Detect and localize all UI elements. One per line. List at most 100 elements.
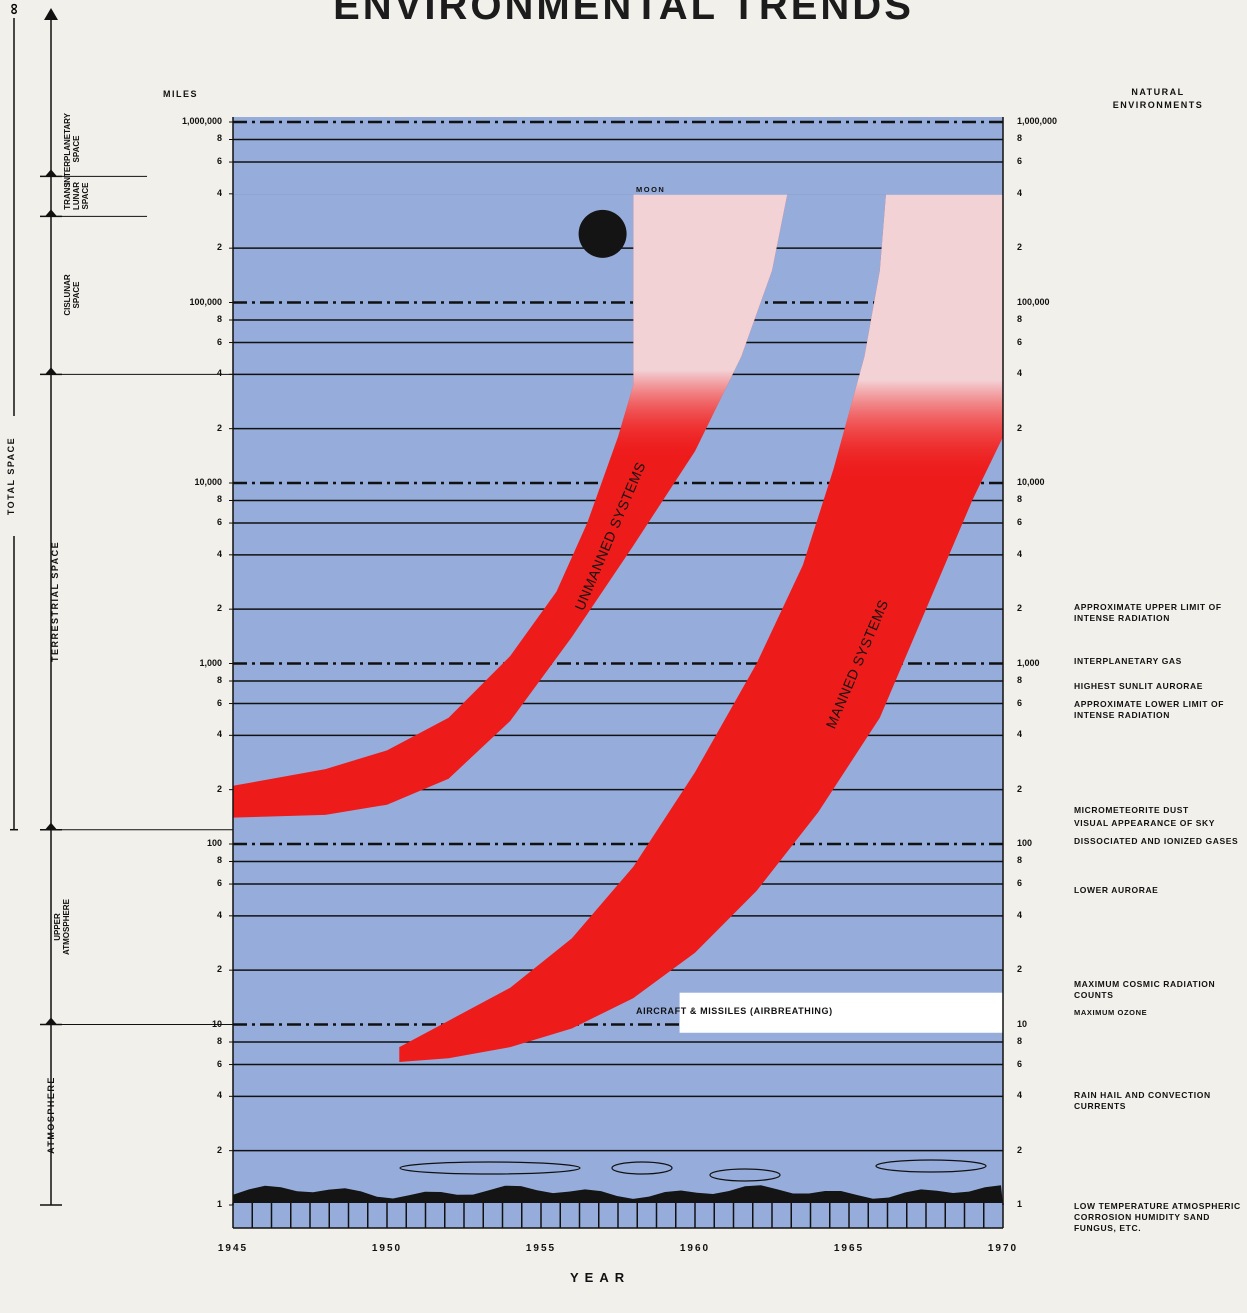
infinity-icon: ∞	[5, 3, 23, 15]
y-tick-label-right: 8	[1017, 494, 1023, 505]
natural-environment-label: HIGHEST SUNLIT AURORAE	[1074, 681, 1204, 691]
region-arrow-icon	[45, 822, 57, 830]
region-arrow-icon	[44, 8, 58, 20]
y-tick-label-left: 8	[216, 133, 222, 144]
moon-label: MOON	[636, 184, 666, 194]
y-tick-label-left: 6	[216, 156, 222, 167]
y-tick-label-left: 6	[216, 517, 222, 528]
natural-environment-label: APPROXIMATE UPPER LIMIT OF INTENSE RADIA…	[1074, 602, 1222, 623]
y-tick-label-right: 4	[1017, 909, 1023, 920]
natural-environment-label: DISSOCIATED AND IONIZED GASES	[1074, 836, 1239, 846]
y-tick-label-left: 6	[216, 1058, 222, 1069]
y-tick-label-right: 10	[1017, 1018, 1028, 1029]
y-axis-label: MILES	[163, 89, 199, 99]
top-cover	[233, 117, 1003, 195]
y-tick-label-right: 2	[1017, 603, 1023, 614]
y-tick-label-right: 2	[1017, 422, 1023, 433]
region-total-space: TOTAL SPACE	[6, 415, 37, 536]
natural-environment-label: APPROXIMATE LOWER LIMIT OF INTENSE RADIA…	[1074, 699, 1225, 720]
y-tick-label-right: 8	[1017, 1035, 1023, 1046]
y-tick-label-left: 4	[216, 1090, 222, 1101]
y-tick-label-right: 100	[1017, 838, 1033, 848]
x-tick-label: 1945	[217, 1243, 249, 1254]
y-tick-label-right: 6	[1017, 1058, 1023, 1069]
x-tick-label: 1950	[371, 1243, 403, 1254]
y-tick-label-right: 2	[1017, 964, 1023, 975]
region-arrow-icon	[45, 367, 57, 375]
natural-environment-label: LOW TEMPERATURE ATMOSPHERIC CORROSION HU…	[1074, 1201, 1241, 1233]
y-tick-label-right: 8	[1017, 674, 1023, 685]
chart-title: ENVIRONMENTAL TRENDS	[333, 0, 914, 28]
y-tick-label-right: 2	[1017, 783, 1023, 794]
y-tick-label-right: 8	[1017, 855, 1023, 866]
natural-environment-label: VISUAL APPEARANCE OF SKY	[1074, 818, 1215, 828]
y-tick-label-right: 6	[1017, 878, 1023, 889]
band-fade	[233, 193, 788, 818]
y-tick-label-right: 6	[1017, 697, 1023, 708]
y-tick-label-left: 1,000	[199, 657, 222, 668]
cloud-icon	[611, 1161, 673, 1175]
y-tick-label-left: 100,000	[189, 296, 222, 307]
y-tick-label-right: 6	[1017, 336, 1023, 347]
natural-environment-label: LOWER AURORAE	[1074, 885, 1159, 895]
x-tick-label: 1955	[525, 1243, 557, 1254]
y-tick-label-left: 8	[216, 494, 222, 505]
y-tick-label-right: 2	[1017, 242, 1023, 253]
y-tick-label-left: 2	[216, 422, 222, 433]
y-tick-label-right: 100,000	[1017, 296, 1050, 307]
cloud-icon	[875, 1159, 987, 1173]
y-tick-label-left: 6	[216, 336, 222, 347]
airbreathing-label: AIRCRAFT & MISSILES (AIRBREATHING)	[636, 1005, 833, 1016]
y-tick-label-right: 4	[1017, 729, 1023, 740]
natural-environment-label: MAXIMUM COSMIC RADIATION COUNTS	[1074, 979, 1216, 1000]
x-tick-label: 1965	[833, 1243, 865, 1254]
region-arrow-icon	[45, 1017, 57, 1025]
y-tick-label-left: 4	[216, 548, 222, 559]
natural-environment-label: MICROMETEORITE DUST	[1074, 805, 1189, 815]
y-tick-label-left: 2	[216, 1144, 222, 1155]
y-tick-label-left: 2	[216, 603, 222, 614]
y-tick-label-left: 8	[216, 313, 222, 324]
y-tick-label-left: 6	[216, 878, 222, 889]
region-upper-atmosphere: UPPER ATMOSPHERE	[53, 899, 71, 956]
x-tick-label: 1960	[679, 1243, 711, 1254]
cloud-icon	[709, 1168, 781, 1182]
y-tick-label-left: 10,000	[194, 477, 222, 487]
y-tick-label-left: 8	[216, 855, 222, 866]
y-tick-label-left: 2	[216, 964, 222, 975]
cloud-icon	[399, 1161, 581, 1175]
y-tick-label-right: 1	[1017, 1199, 1023, 1209]
natural-environment-label: MAXIMUM OZONE	[1074, 1008, 1148, 1017]
x-tick-label: 1970	[987, 1243, 1019, 1254]
region-arrow-icon	[45, 169, 57, 177]
y-tick-label-right: 4	[1017, 548, 1023, 559]
region-arrow-icon	[45, 209, 57, 217]
y-tick-label-right: 2	[1017, 1144, 1023, 1155]
region-cislunar: CISLUNAR SPACE	[63, 274, 81, 317]
band-fade	[399, 193, 1003, 1063]
x-axis-label: YEAR	[570, 1270, 631, 1285]
natural-environment-label: INTERPLANETARY GAS	[1074, 656, 1182, 666]
moon-marker	[578, 209, 627, 258]
y-tick-label-right: 4	[1017, 187, 1023, 198]
region-terrestrial: TERRESTRIAL SPACE	[50, 540, 60, 663]
y-tick-label-left: 6	[216, 697, 222, 708]
y-tick-label-left: 4	[216, 368, 222, 379]
y-tick-label-right: 4	[1017, 1090, 1023, 1101]
y-tick-label-right: 1,000,000	[1017, 116, 1058, 126]
y-tick-label-left: 8	[216, 1035, 222, 1046]
region-atmosphere: ATMOSPHERE	[46, 1075, 56, 1154]
y-tick-label-left: 2	[216, 783, 222, 794]
y-tick-label-left: 4	[216, 909, 222, 920]
y-tick-label-right: 4	[1017, 368, 1023, 379]
y-tick-label-left: 4	[216, 187, 222, 198]
mountains	[233, 1185, 1003, 1205]
y-tick-label-left: 2	[216, 242, 222, 253]
y-tick-label-right: 1,000	[1017, 657, 1040, 668]
y-tick-label-right: 8	[1017, 133, 1023, 144]
y-tick-label-right: 10,000	[1017, 477, 1045, 487]
y-tick-label-left: 4	[216, 729, 222, 740]
y-tick-label-right: 8	[1017, 313, 1023, 324]
y-tick-label-left: 8	[216, 674, 222, 685]
